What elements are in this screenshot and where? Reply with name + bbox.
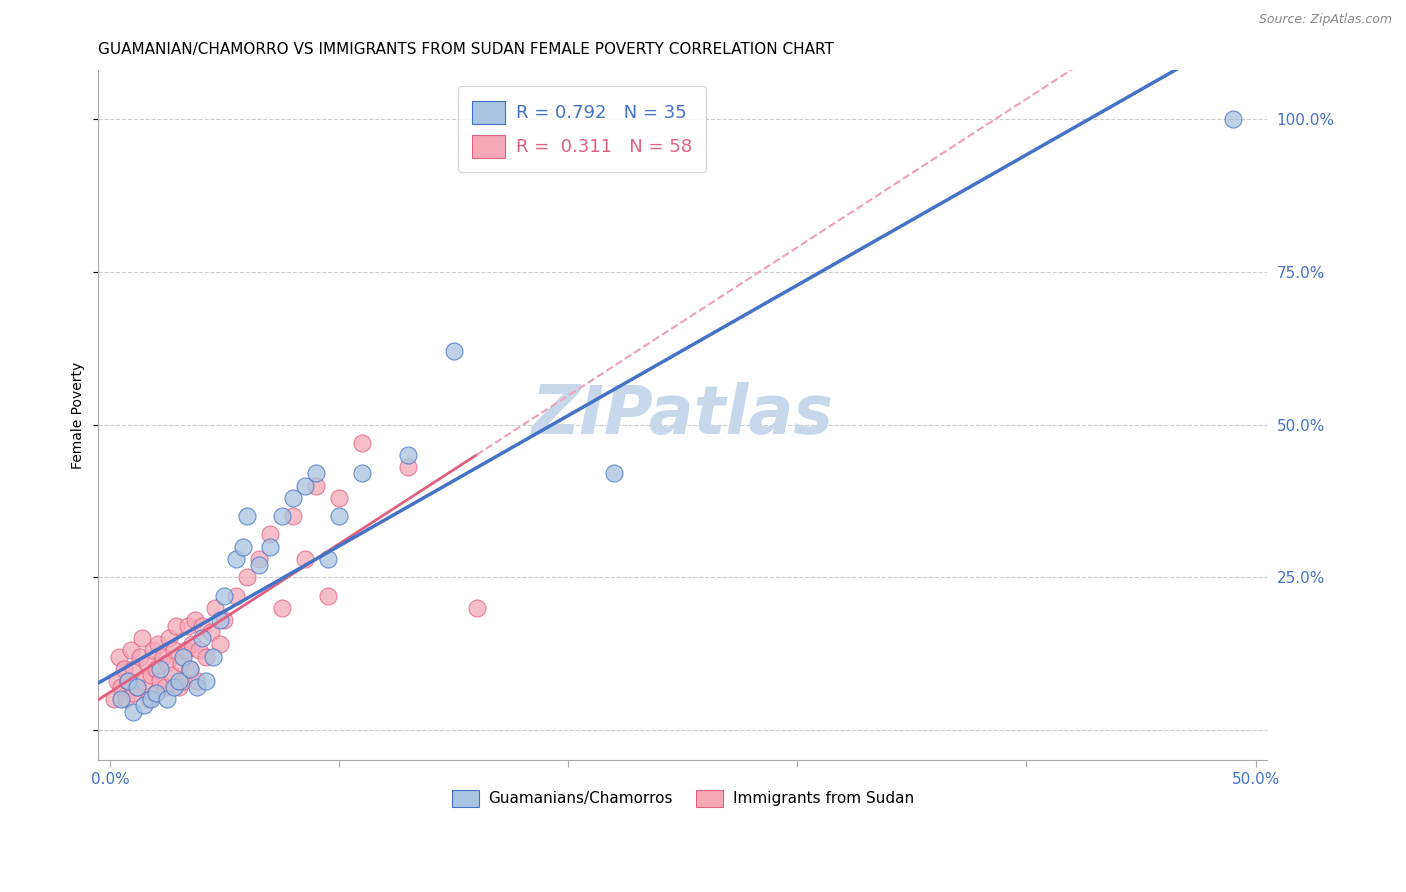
Point [120, 643, 142, 657]
Point [283, 491, 305, 505]
Point [159, 632, 181, 646]
Point [108, 649, 131, 664]
Point [190, 632, 212, 646]
Point [139, 668, 162, 682]
Point [174, 643, 197, 657]
Point [305, 467, 328, 481]
Point [139, 692, 162, 706]
Point [145, 686, 167, 700]
Point [172, 673, 194, 688]
Point [236, 509, 259, 524]
Point [201, 649, 224, 664]
Point [208, 637, 231, 651]
Point [112, 662, 135, 676]
Point [195, 673, 218, 688]
Point [294, 478, 316, 492]
Point [186, 673, 208, 688]
Point [110, 692, 132, 706]
Point [1222, 112, 1244, 127]
Point [186, 680, 208, 694]
Y-axis label: Female Poverty: Female Poverty [72, 362, 86, 469]
Point [163, 643, 186, 657]
Point [247, 558, 270, 572]
Point [188, 643, 211, 657]
Point [135, 656, 157, 670]
Point [167, 673, 190, 688]
Point [134, 698, 156, 713]
Point [105, 673, 128, 688]
Point [165, 619, 187, 633]
Point [179, 662, 201, 676]
Point [145, 662, 167, 676]
Point [190, 619, 212, 633]
Point [177, 619, 200, 633]
Point [170, 656, 193, 670]
Point [134, 673, 156, 688]
Point [156, 692, 179, 706]
Point [172, 649, 194, 664]
Point [128, 649, 150, 664]
Point [294, 552, 316, 566]
Text: GUAMANIAN/CHAMORRO VS IMMIGRANTS FROM SUDAN FEMALE POVERTY CORRELATION CHART: GUAMANIAN/CHAMORRO VS IMMIGRANTS FROM SU… [98, 42, 834, 57]
Point [195, 649, 218, 664]
Point [214, 613, 236, 627]
Point [145, 686, 167, 700]
Point [236, 570, 259, 584]
Point [225, 589, 247, 603]
Point [270, 600, 292, 615]
Point [225, 552, 247, 566]
Point [181, 637, 204, 651]
Point [121, 686, 143, 700]
Legend: Guamanians/Chamorros, Immigrants from Sudan: Guamanians/Chamorros, Immigrants from Su… [444, 782, 921, 814]
Point [131, 632, 153, 646]
Point [149, 662, 172, 676]
Point [328, 491, 350, 505]
Point [117, 673, 139, 688]
Point [183, 613, 205, 627]
Point [167, 680, 190, 694]
Point [138, 692, 160, 706]
Point [110, 680, 132, 694]
Point [200, 625, 222, 640]
Point [115, 692, 138, 706]
Point [146, 637, 169, 651]
Point [316, 552, 339, 566]
Point [127, 680, 149, 694]
Point [270, 509, 292, 524]
Point [396, 460, 419, 475]
Point [247, 552, 270, 566]
Point [328, 509, 350, 524]
Text: Source: ZipAtlas.com: Source: ZipAtlas.com [1258, 13, 1392, 27]
Point [396, 448, 419, 462]
Point [156, 656, 179, 670]
Point [283, 509, 305, 524]
Point [103, 692, 125, 706]
Point [603, 467, 626, 481]
Point [208, 613, 231, 627]
Point [443, 344, 465, 359]
Point [121, 662, 143, 676]
Point [214, 589, 236, 603]
Point [232, 540, 254, 554]
Point [163, 680, 186, 694]
Point [149, 673, 172, 688]
Point [204, 600, 226, 615]
Point [350, 436, 373, 450]
Point [153, 680, 176, 694]
Point [350, 467, 373, 481]
Point [160, 668, 183, 682]
Point [127, 680, 149, 694]
Point [259, 540, 281, 554]
Point [259, 527, 281, 541]
Point [117, 673, 139, 688]
Point [142, 643, 165, 657]
Point [179, 662, 201, 676]
Point [465, 600, 488, 615]
Point [305, 478, 328, 492]
Point [121, 705, 143, 719]
Text: ZIPatlas: ZIPatlas [531, 383, 834, 449]
Point [152, 649, 174, 664]
Point [316, 589, 339, 603]
